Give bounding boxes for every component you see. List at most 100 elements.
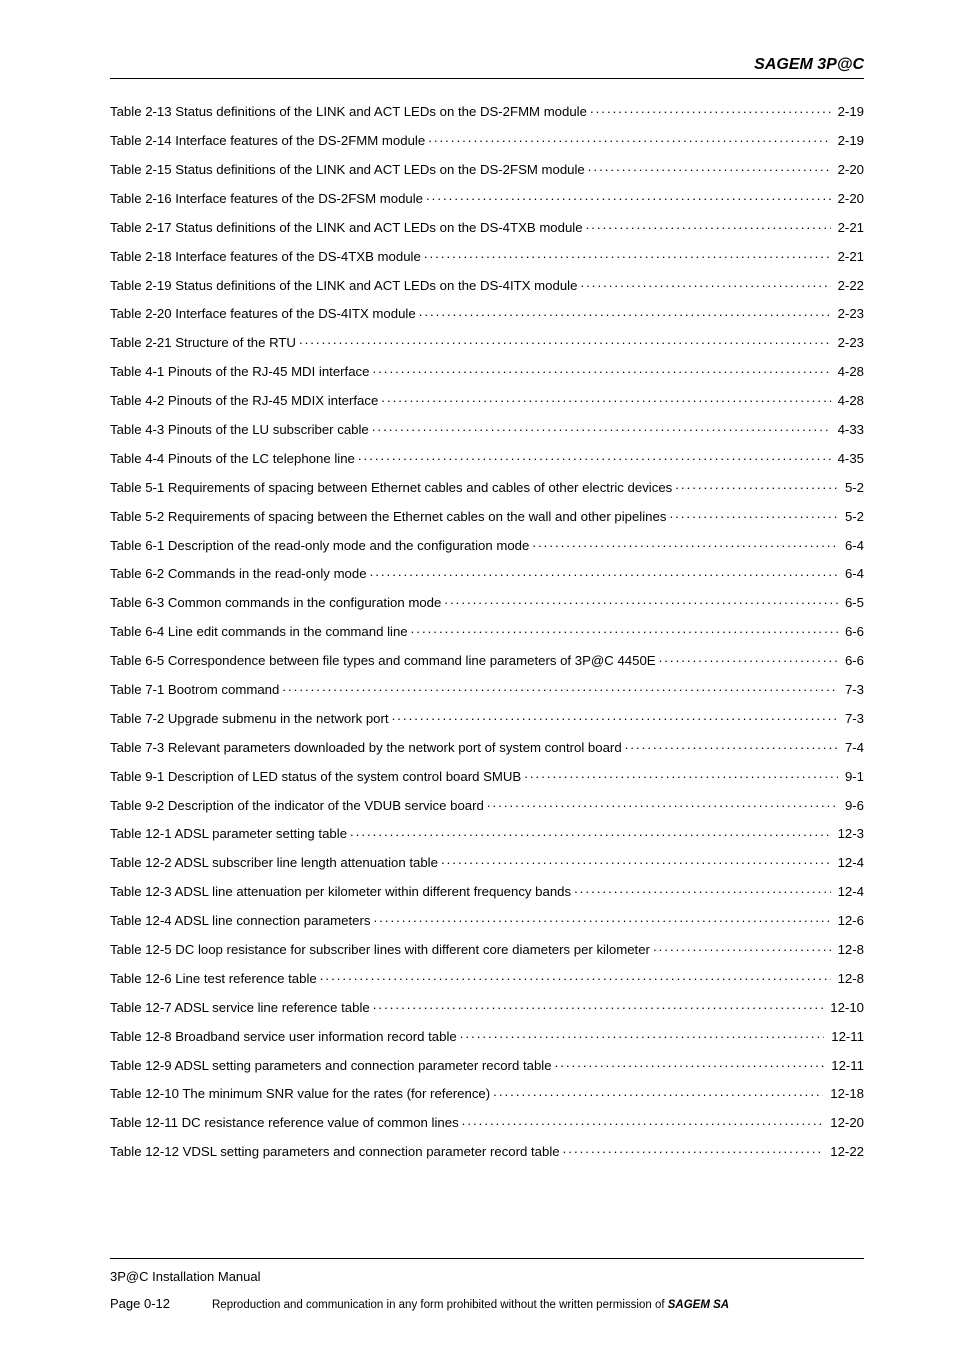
toc-leader-dots xyxy=(590,103,831,116)
toc-leader-dots xyxy=(370,565,838,578)
toc-entry-page: 7-3 xyxy=(841,712,864,725)
toc-leader-dots xyxy=(659,652,838,665)
toc-entry-title: Table 12-5 DC loop resistance for subscr… xyxy=(110,943,650,956)
toc-entry-title: Table 12-2 ADSL subscriber line length a… xyxy=(110,856,438,869)
toc-entry-page: 6-6 xyxy=(841,625,864,638)
toc-entry-title: Table 4-1 Pinouts of the RJ-45 MDI inter… xyxy=(110,365,369,378)
toc-entry: Table 2-19 Status definitions of the LIN… xyxy=(110,276,864,291)
toc-entry-title: Table 2-21 Structure of the RTU xyxy=(110,336,296,349)
toc-entry-page: 2-19 xyxy=(834,105,864,118)
toc-entry: Table 12-10 The minimum SNR value for th… xyxy=(110,1085,864,1100)
toc-entry: Table 12-12 VDSL setting parameters and … xyxy=(110,1143,864,1158)
toc-entry-title: Table 6-5 Correspondence between file ty… xyxy=(110,654,656,667)
toc-entry-page: 2-23 xyxy=(834,336,864,349)
toc-leader-dots xyxy=(625,739,838,752)
toc-entry-page: 12-4 xyxy=(834,885,864,898)
toc-entry-page: 12-4 xyxy=(834,856,864,869)
toc-leader-dots xyxy=(373,912,830,925)
toc-entry: Table 12-1 ADSL parameter setting table … xyxy=(110,825,864,840)
toc-leader-dots xyxy=(586,219,831,232)
toc-entry: Table 7-1 Bootrom command 7-3 xyxy=(110,681,864,696)
toc-entry-page: 6-5 xyxy=(841,596,864,609)
toc-entry-page: 2-20 xyxy=(834,163,864,176)
toc-entry-title: Table 12-9 ADSL setting parameters and c… xyxy=(110,1059,552,1072)
toc-entry-title: Table 9-2 Description of the indicator o… xyxy=(110,799,484,812)
toc-entry-page: 9-1 xyxy=(841,770,864,783)
toc-entry-title: Table 6-2 Commands in the read-only mode xyxy=(110,567,367,580)
toc-entry: Table 2-14 Interface features of the DS-… xyxy=(110,132,864,147)
toc-entry-page: 12-11 xyxy=(827,1030,864,1043)
page-container: SAGEM 3P@C Table 2-13 Status definitions… xyxy=(0,0,954,1351)
footer-bottom-line: Page 0-12 Reproduction and communication… xyxy=(110,1296,864,1311)
toc-entry-page: 12-8 xyxy=(834,943,864,956)
toc-entry: Table 2-18 Interface features of the DS-… xyxy=(110,247,864,262)
toc-entry-title: Table 7-3 Relevant parameters downloaded… xyxy=(110,741,622,754)
toc-leader-dots xyxy=(653,941,831,954)
toc-leader-dots xyxy=(460,1028,825,1041)
toc-entry-page: 6-4 xyxy=(841,567,864,580)
toc-leader-dots xyxy=(563,1143,824,1156)
toc-entry: Table 12-9 ADSL setting parameters and c… xyxy=(110,1056,864,1071)
page-number-label: Page 0-12 xyxy=(110,1296,170,1311)
toc-leader-dots xyxy=(441,854,831,867)
toc-entry-title: Table 12-10 The minimum SNR value for th… xyxy=(110,1087,490,1100)
toc-entry-page: 12-8 xyxy=(834,972,864,985)
toc-entry-page: 2-20 xyxy=(834,192,864,205)
toc-leader-dots xyxy=(392,710,838,723)
list-of-tables: Table 2-13 Status definitions of the LIN… xyxy=(110,103,864,1158)
toc-leader-dots xyxy=(462,1114,824,1127)
toc-leader-dots xyxy=(675,479,838,492)
toc-leader-dots xyxy=(372,363,830,376)
toc-leader-dots xyxy=(555,1056,825,1069)
toc-entry: Table 12-11 DC resistance reference valu… xyxy=(110,1114,864,1129)
toc-entry-page: 2-21 xyxy=(834,250,864,263)
toc-entry: Table 7-2 Upgrade submenu in the network… xyxy=(110,710,864,725)
toc-entry-page: 12-6 xyxy=(834,914,864,927)
manual-title: 3P@C Installation Manual xyxy=(110,1269,864,1284)
toc-entry-title: Table 2-15 Status definitions of the LIN… xyxy=(110,163,585,176)
toc-entry-page: 4-28 xyxy=(834,365,864,378)
toc-entry-page: 9-6 xyxy=(841,799,864,812)
toc-entry-page: 4-35 xyxy=(834,452,864,465)
toc-entry: Table 9-2 Description of the indicator o… xyxy=(110,796,864,811)
toc-entry-page: 7-3 xyxy=(841,683,864,696)
toc-entry-title: Table 5-2 Requirements of spacing betwee… xyxy=(110,510,666,523)
footer-rule xyxy=(110,1258,864,1259)
toc-entry-page: 12-11 xyxy=(827,1059,864,1072)
toc-leader-dots xyxy=(299,334,831,347)
toc-leader-dots xyxy=(428,132,830,145)
toc-entry: Table 12-4 ADSL line connection paramete… xyxy=(110,912,864,927)
toc-entry: Table 6-1 Description of the read-only m… xyxy=(110,536,864,551)
toc-leader-dots xyxy=(282,681,838,694)
toc-entry-page: 12-3 xyxy=(834,827,864,840)
toc-leader-dots xyxy=(381,392,830,405)
toc-entry: Table 2-15 Status definitions of the LIN… xyxy=(110,161,864,176)
toc-leader-dots xyxy=(580,276,830,289)
toc-leader-dots xyxy=(444,594,838,607)
toc-leader-dots xyxy=(358,450,831,463)
header-title: SAGEM 3P@C xyxy=(754,56,864,74)
toc-entry-page: 2-21 xyxy=(834,221,864,234)
toc-leader-dots xyxy=(574,883,830,896)
toc-entry-page: 12-20 xyxy=(826,1116,864,1129)
toc-entry-page: 2-23 xyxy=(834,307,864,320)
toc-entry-page: 4-28 xyxy=(834,394,864,407)
toc-entry: Table 9-1 Description of LED status of t… xyxy=(110,767,864,782)
toc-entry-title: Table 2-19 Status definitions of the LIN… xyxy=(110,279,577,292)
toc-entry: Table 12-8 Broadband service user inform… xyxy=(110,1028,864,1043)
reproduction-note-text: Reproduction and communication in any fo… xyxy=(212,1299,668,1311)
toc-entry-page: 5-2 xyxy=(841,510,864,523)
toc-entry: Table 12-7 ADSL service line reference t… xyxy=(110,999,864,1014)
toc-entry: Table 7-3 Relevant parameters downloaded… xyxy=(110,739,864,754)
toc-entry-page: 12-18 xyxy=(826,1087,864,1100)
toc-leader-dots xyxy=(532,536,838,549)
toc-entry-title: Table 4-2 Pinouts of the RJ-45 MDIX inte… xyxy=(110,394,378,407)
toc-leader-dots xyxy=(487,796,838,809)
toc-entry: Table 6-2 Commands in the read-only mode… xyxy=(110,565,864,580)
toc-entry-title: Table 6-4 Line edit commands in the comm… xyxy=(110,625,408,638)
toc-leader-dots xyxy=(350,825,831,838)
toc-entry-title: Table 2-16 Interface features of the DS-… xyxy=(110,192,423,205)
toc-entry-title: Table 12-3 ADSL line attenuation per kil… xyxy=(110,885,571,898)
toc-leader-dots xyxy=(588,161,831,174)
toc-entry-title: Table 2-17 Status definitions of the LIN… xyxy=(110,221,583,234)
